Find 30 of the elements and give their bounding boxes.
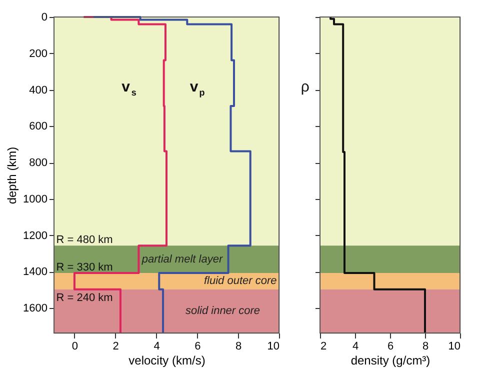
- x-tick-label: 4: [154, 340, 160, 352]
- y-axis-title: depth (km): [5, 146, 20, 204]
- x-axis-title: density (g/cm³): [350, 354, 430, 368]
- x-tick-label: 4: [352, 340, 359, 352]
- band-label: solid inner core: [185, 305, 260, 318]
- x-tick-label: 8: [422, 340, 429, 352]
- x-tick-label: 6: [387, 340, 394, 352]
- x-tick-label: 2: [112, 340, 119, 352]
- x-axis-title: velocity (km/s): [128, 354, 206, 368]
- annotation: R = 480 km: [56, 234, 113, 246]
- x-tick-label: 0: [72, 340, 78, 352]
- band-label: fluid outer core: [204, 275, 277, 288]
- band-label: partial melt layer: [140, 253, 224, 266]
- annotation: R = 240 km: [56, 292, 113, 304]
- x-tick-label: 10: [448, 340, 460, 352]
- y-tick-label: 1200: [23, 230, 48, 242]
- annotation: R = 330 km: [56, 261, 113, 274]
- y-tick-label: 1000: [23, 193, 48, 206]
- y-tick-label: 400: [29, 84, 48, 96]
- x-tick-label: 6: [194, 340, 201, 352]
- y-tick-label: 1400: [23, 266, 48, 278]
- y-tick-label: 1600: [23, 302, 48, 315]
- y-tick-label: 0: [41, 12, 48, 24]
- y-tick-label: 800: [29, 157, 48, 170]
- text: ρ: [300, 78, 310, 96]
- y-tick-label: 200: [29, 48, 48, 60]
- x-tick-label: 10: [267, 340, 280, 352]
- x-tick-label: 8: [236, 340, 242, 352]
- y-tick-label: 600: [29, 120, 48, 133]
- x-tick-label: 2: [320, 340, 327, 352]
